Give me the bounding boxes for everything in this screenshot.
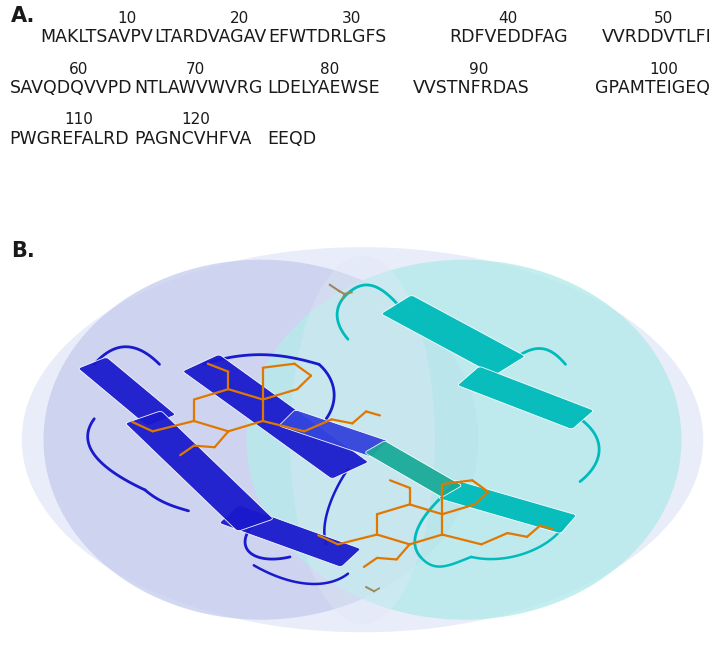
FancyBboxPatch shape: [382, 295, 524, 374]
Text: 120: 120: [181, 112, 210, 127]
Text: PWGREFALRD: PWGREFALRD: [9, 130, 129, 149]
Text: 50: 50: [654, 11, 673, 26]
FancyBboxPatch shape: [439, 480, 576, 533]
Text: A.: A.: [11, 6, 36, 26]
Text: MAKLTSAVPV: MAKLTSAVPV: [40, 28, 153, 46]
Text: LDELYAEWSE: LDELYAEWSE: [267, 79, 379, 97]
Text: VVSTNFRDAS: VVSTNFRDAS: [413, 79, 530, 97]
Text: 40: 40: [498, 11, 517, 26]
Text: VVRDDVTLFI: VVRDDVTLFI: [602, 28, 711, 46]
Text: GPAMTEIGEQ: GPAMTEIGEQ: [594, 79, 710, 97]
Ellipse shape: [247, 260, 681, 620]
Text: 70: 70: [186, 62, 205, 77]
Text: RDFVEDDFAG: RDFVEDDFAG: [450, 28, 568, 46]
Text: 30: 30: [342, 11, 361, 26]
Text: LTARDVAGAV: LTARDVAGAV: [154, 28, 267, 46]
Text: NTLAWVWVRG: NTLAWVWVRG: [134, 79, 262, 97]
FancyBboxPatch shape: [220, 506, 360, 567]
Text: SAVQDQVVPD: SAVQDQVVPD: [9, 79, 132, 97]
Ellipse shape: [290, 256, 435, 624]
Text: 100: 100: [649, 62, 678, 77]
FancyBboxPatch shape: [365, 441, 461, 496]
Text: 80: 80: [320, 62, 339, 77]
Ellipse shape: [44, 260, 479, 620]
Text: 110: 110: [64, 112, 93, 127]
Text: 90: 90: [469, 62, 488, 77]
Text: 20: 20: [230, 11, 249, 26]
Text: 60: 60: [69, 62, 88, 77]
FancyBboxPatch shape: [458, 367, 593, 429]
FancyBboxPatch shape: [126, 411, 273, 531]
Text: PAGNCVHFVA: PAGNCVHFVA: [134, 130, 252, 149]
FancyBboxPatch shape: [79, 358, 175, 426]
Text: EEQD: EEQD: [267, 130, 316, 149]
FancyBboxPatch shape: [183, 355, 368, 478]
Text: EFWTDRLGFS: EFWTDRLGFS: [268, 28, 386, 46]
Ellipse shape: [22, 247, 703, 632]
FancyBboxPatch shape: [280, 410, 387, 457]
Text: B.: B.: [11, 241, 35, 261]
Text: 10: 10: [117, 11, 136, 26]
